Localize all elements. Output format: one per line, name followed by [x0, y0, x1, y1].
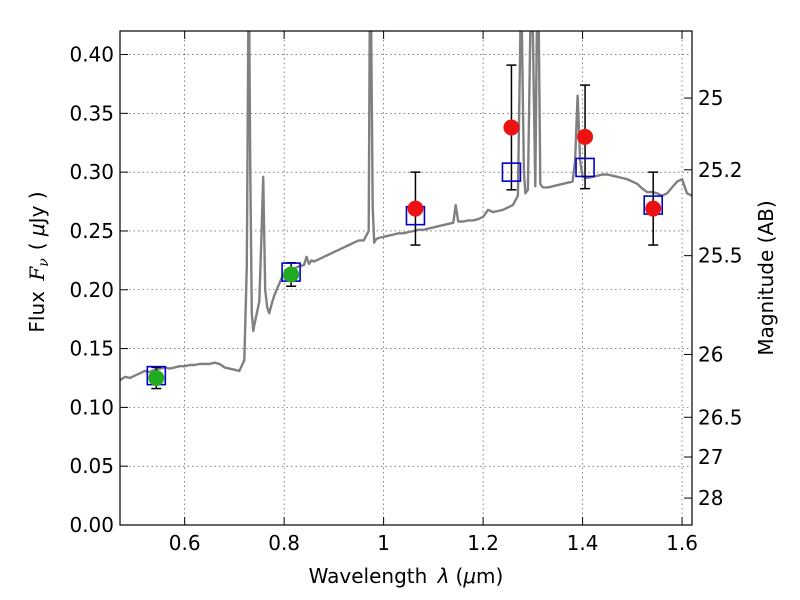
- right-tick-label: 25.2: [698, 158, 743, 182]
- x-tick-label: 0.8: [268, 531, 300, 555]
- x-axis-label-prefix: Wavelength: [309, 564, 434, 588]
- y-axis-label-sub: ν: [36, 258, 52, 267]
- x-axis-label: Wavelength λ (μm): [309, 564, 504, 588]
- grid-lines: [120, 31, 692, 525]
- model-photometry-square: [501, 162, 522, 182]
- y-tick-label: 0.40: [69, 43, 114, 67]
- y-tick-label: 0.20: [69, 278, 114, 302]
- y-tick-label: 0.35: [69, 101, 114, 125]
- y-axis-label-unit: Jy ): [25, 191, 49, 225]
- observed-point: [283, 266, 300, 283]
- y-axis-label-open: (: [25, 236, 49, 250]
- observed-photometry-markers: [148, 119, 662, 386]
- x-tick-label: 1.6: [666, 531, 698, 555]
- observed-point: [503, 119, 520, 136]
- y-axis-label-var: F: [25, 266, 49, 282]
- x-tick-label: 1.2: [467, 531, 499, 555]
- y-axis-label: Flux Fν ( μJy ): [25, 191, 52, 332]
- x-axis-label-open: (: [456, 564, 464, 588]
- model-photometry-markers: [146, 157, 664, 386]
- right-tick-label: 28: [698, 486, 723, 510]
- model-photometry-square: [575, 157, 595, 178]
- y-tick-label: 0.05: [69, 454, 114, 478]
- right-tick-label: 25.5: [698, 244, 743, 268]
- observed-point: [577, 128, 594, 145]
- y-tick-labels: 0.00 0.05 0.10 0.15 0.20 0.25 0.30 0.35 0.40: [69, 43, 114, 537]
- right-tick-labels: 25 25.2 25.5 26 26.5 27 28: [698, 86, 743, 510]
- right-tick-label: 27: [698, 445, 723, 469]
- y-axis-label-prefix: Flux: [25, 285, 49, 333]
- y-tick-label: 0.30: [69, 160, 114, 184]
- axis-ticks: [120, 31, 692, 526]
- y-tick-label: 0.15: [69, 337, 114, 361]
- y-tick-label: 0.25: [69, 219, 114, 243]
- observed-point: [407, 200, 424, 217]
- y-tick-label: 0.00: [69, 513, 114, 537]
- x-axis-label-mu: μ: [462, 564, 476, 588]
- x-axis-label-unit: m): [476, 564, 503, 588]
- observed-point: [645, 200, 662, 217]
- right-tick-label: 26.5: [698, 405, 743, 429]
- right-tick-label: 25: [698, 86, 723, 110]
- model-spectrum-line: [120, 31, 692, 382]
- plot-frame: [119, 30, 693, 526]
- x-tick-label: 0.6: [169, 531, 201, 555]
- y-tick-label: 0.10: [69, 395, 114, 419]
- right-tick-label: 26: [698, 342, 723, 366]
- y-axis-label-mu: μ: [25, 223, 49, 237]
- model-spectrum: [120, 31, 692, 382]
- observed-point: [148, 369, 165, 386]
- x-axis-label-lambda: λ: [437, 564, 450, 588]
- x-tick-label: 1.4: [567, 531, 599, 555]
- x-tick-label: 1: [377, 531, 390, 555]
- right-axis-label: Magnitude (AB): [754, 200, 778, 355]
- x-tick-labels: 0.6 0.8 1 1.2 1.4 1.6: [169, 531, 698, 555]
